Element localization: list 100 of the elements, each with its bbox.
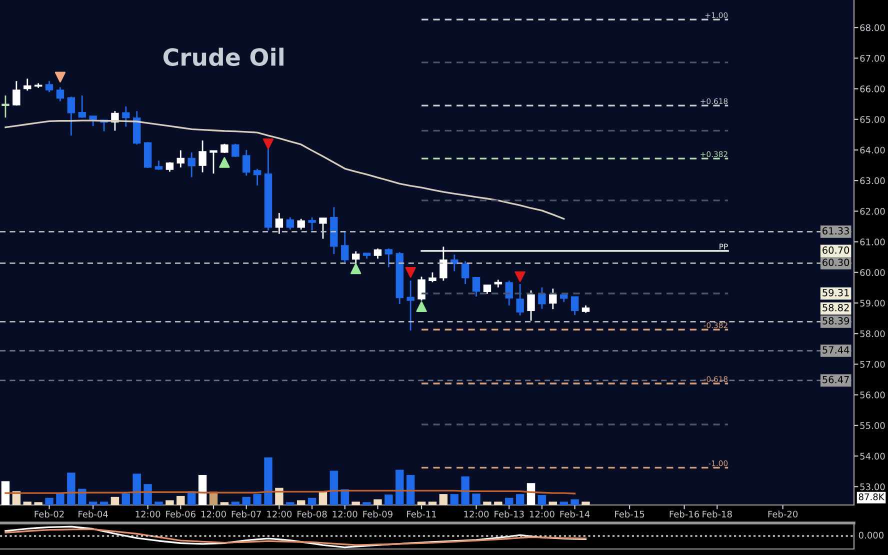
bar xyxy=(516,494,524,505)
ref-line-label: 58.39 xyxy=(822,317,850,324)
bar xyxy=(308,498,316,505)
ref-line-label: 60.30 xyxy=(822,258,850,266)
y-tick-label: 65.00 xyxy=(860,116,885,123)
bar xyxy=(45,498,54,505)
bar xyxy=(461,476,470,505)
candlestick xyxy=(319,217,327,240)
ref-line-label: 0.000 xyxy=(858,532,884,539)
bar xyxy=(505,498,514,505)
point xyxy=(54,72,66,82)
bar xyxy=(396,470,404,505)
bar xyxy=(548,502,558,505)
bar xyxy=(275,488,284,505)
bar xyxy=(560,502,568,505)
text: 87.8K xyxy=(858,493,884,500)
bar xyxy=(67,472,76,505)
bar xyxy=(34,502,42,505)
y-tick-label: 55.00 xyxy=(860,422,885,429)
y-tick-label: 58.00 xyxy=(860,330,885,338)
bar xyxy=(384,494,393,505)
x-tick-label: Feb-14 xyxy=(560,510,590,518)
bar xyxy=(122,494,130,505)
bar xyxy=(100,502,108,505)
bar xyxy=(483,502,492,505)
x-tick-label: Feb-20 xyxy=(768,510,798,518)
point xyxy=(405,267,416,278)
bar xyxy=(132,474,141,505)
bar xyxy=(231,502,240,505)
y-tick-label: 60.00 xyxy=(860,269,885,276)
x-tick-label: 12:00 xyxy=(530,510,554,518)
bar xyxy=(352,502,360,505)
bar xyxy=(220,502,229,505)
point xyxy=(350,263,362,274)
x-tick-label: Feb-11 xyxy=(407,510,436,518)
x-tick-label: 12:00 xyxy=(332,510,358,518)
bar xyxy=(176,496,185,505)
bar xyxy=(582,502,590,505)
x-tick-label: 12:00 xyxy=(201,510,226,518)
bar xyxy=(23,502,32,505)
bar xyxy=(286,502,294,505)
y-tick-label: 67.00 xyxy=(860,54,885,62)
bar xyxy=(439,494,448,505)
y-tick-label: 63.00 xyxy=(860,177,885,184)
bar xyxy=(526,483,536,505)
bar xyxy=(428,502,437,505)
y-tick-label: 62.00 xyxy=(860,208,885,215)
y-tick-label: 59.00 xyxy=(860,300,885,307)
ref-line-label: 61.33 xyxy=(822,227,849,235)
bar xyxy=(318,492,328,505)
y-tick-label: 66.00 xyxy=(860,85,885,92)
x-tick-label: Feb-04 xyxy=(78,510,108,518)
bar xyxy=(166,500,174,505)
x-tick-label: 12:00 xyxy=(136,510,160,518)
bar xyxy=(450,494,458,505)
y-tick-label: 57.00 xyxy=(860,360,885,368)
candlestick xyxy=(2,94,10,118)
y-tick-label: 68.00 xyxy=(860,24,885,32)
bar xyxy=(242,496,250,505)
x-tick-label: Feb-09 xyxy=(363,510,392,518)
y-tick-label: 54.00 xyxy=(860,452,885,460)
bar xyxy=(144,484,152,505)
x-tick-label: Feb-13 xyxy=(494,510,524,518)
text: Crude Oil xyxy=(163,48,284,66)
candlestick xyxy=(220,143,228,154)
bar xyxy=(494,502,502,505)
bar xyxy=(417,502,426,505)
bar xyxy=(472,494,480,505)
bar xyxy=(570,499,579,505)
y-tick-label: 53.00 xyxy=(860,483,885,490)
x-tick-label: 12:00 xyxy=(464,510,489,518)
x-tick-label: 12:00 xyxy=(267,510,292,518)
bar xyxy=(362,502,371,505)
candlestick xyxy=(308,216,316,232)
ref-line-label: 56.47 xyxy=(822,376,849,384)
point xyxy=(416,301,427,312)
annotation: 58.82 xyxy=(822,304,849,312)
candlestick xyxy=(198,140,206,174)
point xyxy=(262,138,274,150)
candlestick xyxy=(210,150,218,174)
y-tick-label: 64.00 xyxy=(860,146,885,154)
ref-line-label: 57.44 xyxy=(822,346,850,354)
bar xyxy=(374,499,382,505)
x-tick-label: Feb-15 xyxy=(615,510,644,518)
bar xyxy=(538,495,546,505)
bar xyxy=(1,481,10,505)
bar xyxy=(110,496,120,505)
bar xyxy=(253,494,262,505)
bar xyxy=(154,502,163,505)
x-tick-label: Feb-07 xyxy=(232,510,261,518)
point xyxy=(219,157,230,168)
bar xyxy=(330,470,338,505)
annotation: 59.31 xyxy=(822,288,849,296)
bar xyxy=(198,475,207,505)
point xyxy=(514,271,526,282)
x-tick-label: Feb-08 xyxy=(298,510,327,518)
x-tick-label: Feb-18 xyxy=(702,510,732,518)
x-tick-label: Feb-16 xyxy=(670,510,700,518)
x-tick-label: Feb-06 xyxy=(166,510,196,518)
x-tick-label: Feb-02 xyxy=(34,510,64,518)
